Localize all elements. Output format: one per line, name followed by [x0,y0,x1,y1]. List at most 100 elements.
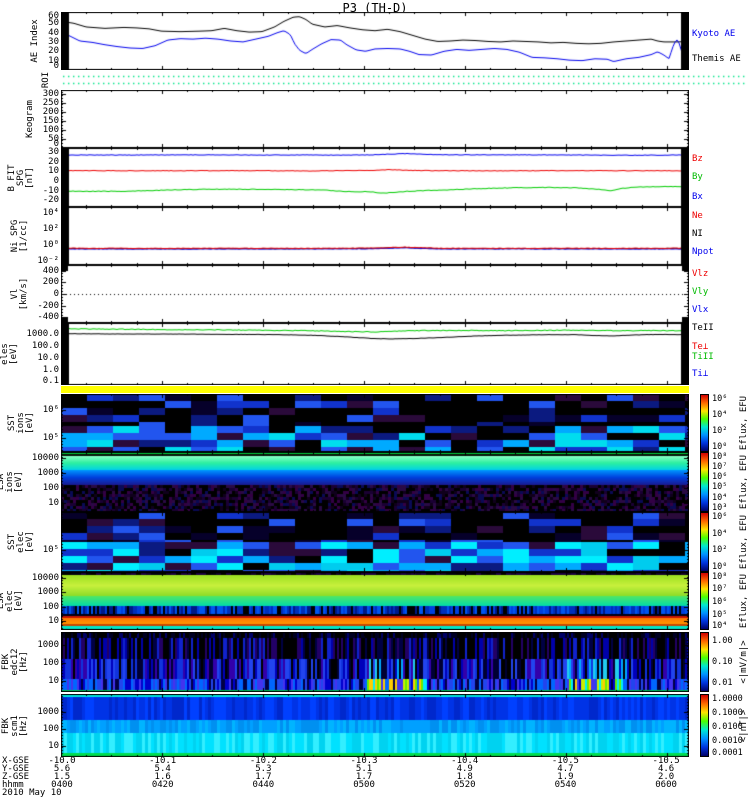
sst_elec-spectrogram-canvas [61,512,689,572]
keogram-ytick: 300 [42,89,59,99]
esa_ions-ytick: 10 [48,498,59,508]
esa_ions-spectrogram-canvas [61,452,689,512]
bfit-ytick: 0 [53,175,59,186]
ae-ytick: 0 [53,61,59,71]
x_gse-value: -10.4 [451,756,479,766]
esa_ions-colorbar-tick: 10⁵ [712,482,728,493]
panel-esa_ions [61,452,689,512]
fbk2-spectrogram-canvas [61,694,689,757]
esa_elec-colorbar-tick: 10⁶ [712,597,728,608]
bfit-ylabel: [nT] [24,166,35,189]
ae-ytick: 10 [48,55,59,66]
bfit-ytick: 30 [48,147,59,157]
temp-plot-canvas [61,323,689,385]
esa_ions-colorbar-tick: 10⁶ [712,472,728,483]
fbk2-ylabel: [Hz] [19,714,30,737]
fbk2-colorbar-tick: 0.0100 [712,721,743,732]
hhmm-value: 0400 [51,780,73,790]
sst_ions-colorbar-unit: Eflux, EFU [739,395,749,451]
bfit-plot-canvas [61,148,689,207]
z_gse-value: 1.8 [456,772,473,782]
flag-bar [61,386,689,393]
ae-ytick: 60 [48,11,59,21]
ae-ytick: 20 [48,46,59,57]
esa_elec-colorbar-tick: 10⁴ [712,621,728,631]
keogram-plot-canvas [61,90,689,148]
y_gse-value: 5.3 [255,764,272,774]
vel-ylabel: [km/s] [19,277,30,311]
fbk2-colorbar-unit: <|nT|> [739,709,749,742]
fbk2-colorbar-tick: 1.0000 [712,694,743,705]
vel-ytick: 0 [53,289,59,299]
fbk2-colorbar-tick: 0.0010 [712,735,743,746]
z_gse-value: 1.7 [355,772,373,782]
vel-plot-canvas [61,265,689,323]
esa_ions-ytick: 100 [42,483,59,493]
sst_ions-colorbar-tick: 10⁰ [712,442,728,453]
plot-title: P3 (TH-D) [342,1,408,15]
sst_ions-colorbar-tick: 10⁴ [712,409,728,420]
bfit-ytick: 10 [48,166,59,177]
fbk1-spectrogram-canvas [61,632,689,692]
temp-ytick: 10.0 [37,353,59,364]
sst_ions-colorbar-tick: 10² [712,426,728,437]
fbk1-colorbar-unit: <|mV/m|> [739,640,749,684]
ni-trace-label: NI [692,229,703,240]
x_gse-value: -10.1 [149,756,177,766]
panel-keogram [61,90,689,148]
x_gse-value: -10.2 [249,756,277,766]
fbk1-ylabel: [Hz] [19,651,30,673]
axis-row-label-x_gse: X-GSE [2,756,30,766]
x_gse-value: -10.5 [551,756,579,766]
esa_elec-colorbar-unit: Eflux, EFU [739,573,749,629]
x_gse-value: -10.0 [48,756,76,766]
panel-bfit [61,148,689,207]
sst_elec-colorbar-tick: 10⁶ [712,511,728,522]
panel-sst_ions [61,394,689,452]
esa_ions-colorbar-tick: 10⁸ [712,451,728,462]
z_gse-value: 2.0 [657,772,675,782]
esa_ions-colorbar-tick: 10³ [712,502,728,513]
esa_ions-colorbar [700,452,709,512]
fbk2-ytick: 100 [42,724,59,735]
fbk1-colorbar-tick: 0.01 [712,678,733,688]
fbk1-ytick: 10 [48,676,59,687]
esa_elec-ylabel: [eV] [14,590,24,612]
ae-plot-canvas [61,12,689,70]
ae-ytick: 50 [48,18,59,29]
vel-ytick: 200 [42,277,59,288]
ni-ytick: 10² [42,224,59,234]
ae-ylabel: AE Index [30,19,41,63]
y_gse-value: 4.9 [456,764,473,774]
ae-ytick: 40 [48,27,59,38]
keogram-ytick: 50 [48,133,59,144]
esa_ions-colorbar-unit: Eflux, EFU [739,454,749,510]
keogram-ytick: 0 [53,139,59,149]
fbk2-ytick: 10 [48,741,59,752]
sst_elec-colorbar-tick: 10² [712,545,728,556]
sst_ions-ylabel: [eV] [24,412,35,434]
keogram-ytick: 150 [42,115,59,126]
temp-ytick: 100.0 [31,341,59,352]
axis-row-label-z_gse: Z-GSE [2,772,30,782]
sst_elec-colorbar-tick: 10⁰ [712,562,728,573]
ni-ytick: 10⁻² [37,256,59,266]
temp-ytick: 0.1 [42,376,59,386]
axis-row-label-y_gse: Y-GSE [2,764,30,774]
panel-roi [61,71,749,88]
fbk1-ytick: 1000 [37,640,59,651]
panel-fbk2 [61,694,689,757]
panel-temp [61,323,689,385]
ae-trace-label: Kyoto AE [692,28,736,39]
roi-plot-canvas [61,71,749,88]
esa_ions-ytick: 10000 [31,453,59,463]
esa_elec-spectrogram-canvas [61,572,689,630]
x_gse-value: -10.5 [652,756,680,766]
z_gse-value: 1.6 [154,772,171,782]
ae-trace-label: Themis AE [692,53,741,64]
z_gse-value: 1.5 [53,772,71,782]
keogram-ytick: 200 [42,106,59,117]
bfit-trace-label: Bz [692,154,703,165]
fbk2-colorbar-tick: 0.1000 [712,707,743,718]
